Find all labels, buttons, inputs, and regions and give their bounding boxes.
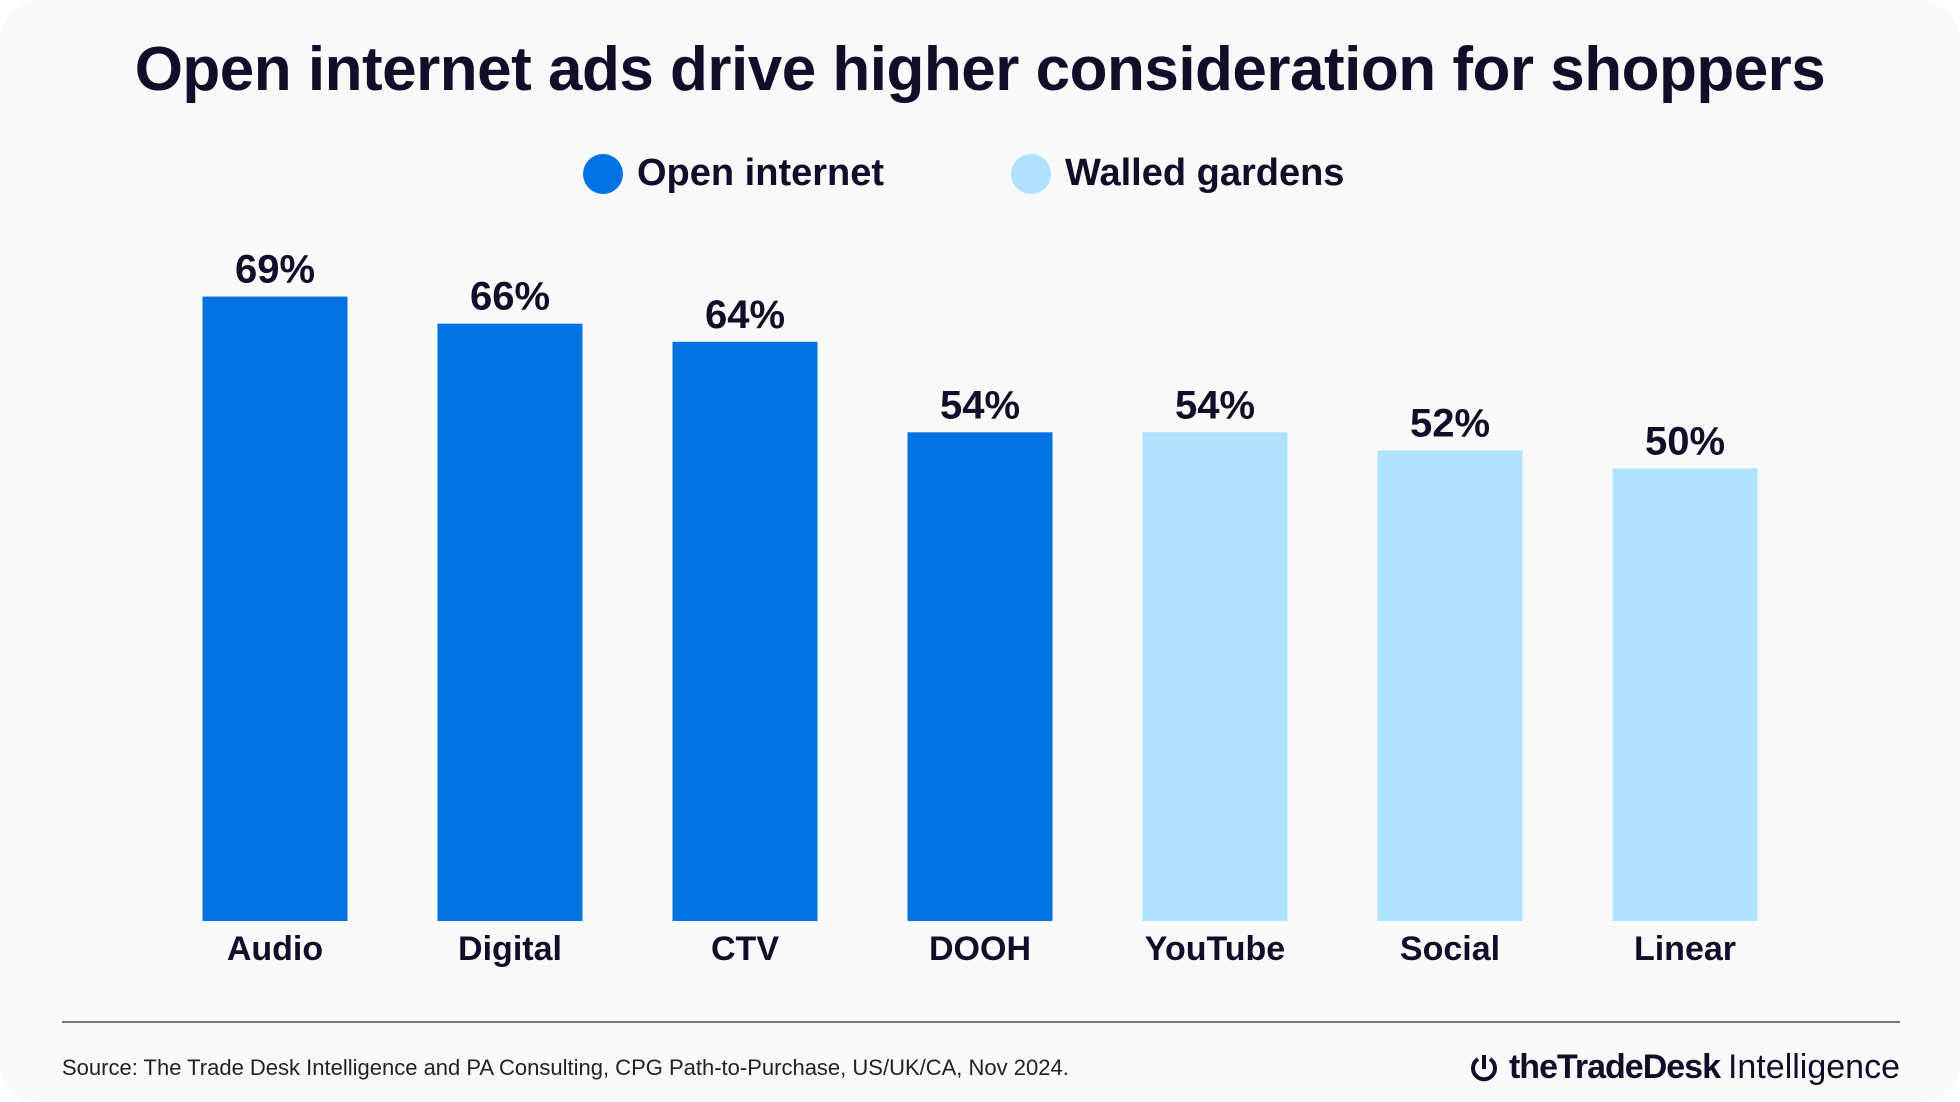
logo: theTradeDesk Intelligence	[1469, 1048, 1900, 1087]
category-label: Audio	[227, 930, 323, 968]
bar-ctv	[672, 341, 818, 921]
legend-label: Walled gardens	[1065, 152, 1345, 194]
bar-social	[1377, 450, 1523, 921]
legend-item-open-internet: Open internet	[583, 152, 884, 195]
category-label: Social	[1400, 930, 1500, 968]
value-label: 64%	[705, 293, 785, 337]
value-label: 52%	[1410, 401, 1490, 445]
legend: Open internet Walled gardens	[0, 152, 1960, 198]
category-label: CTV	[711, 930, 779, 968]
value-label: 69%	[235, 248, 315, 292]
legend-swatch-walled-gardens	[1011, 153, 1051, 194]
logo-suffix: Intelligence	[1727, 1048, 1900, 1086]
category-label: Digital	[458, 930, 562, 968]
legend-label: Open internet	[637, 152, 885, 194]
bar-digital	[437, 323, 583, 921]
legend-item-walled-gardens: Walled gardens	[1011, 152, 1344, 195]
category-label: YouTube	[1145, 930, 1285, 968]
value-label: 66%	[470, 275, 550, 319]
value-label: 54%	[940, 383, 1020, 427]
category-label: Linear	[1634, 930, 1736, 968]
logo-brand: theTradeDesk	[1508, 1048, 1721, 1086]
bar-dooh	[907, 432, 1053, 921]
bar-audio	[202, 296, 348, 921]
value-label: 54%	[1175, 383, 1255, 427]
divider	[62, 1021, 1900, 1023]
value-label: 50%	[1645, 420, 1725, 464]
logo-icon	[1470, 1054, 1497, 1081]
legend-swatch-open-internet	[583, 153, 623, 194]
bar-youtube	[1142, 432, 1288, 921]
bar-chart: 69% Audio 66% Digital 64% CTV 54% DOOH 54% YouTub…	[202, 248, 1758, 968]
bar-linear	[1612, 468, 1758, 921]
source-note: Source: The Trade Desk Intelligence and …	[62, 1055, 1069, 1080]
category-label: DOOH	[929, 930, 1031, 968]
chart-title: Open internet ads drive higher considera…	[134, 35, 1826, 104]
